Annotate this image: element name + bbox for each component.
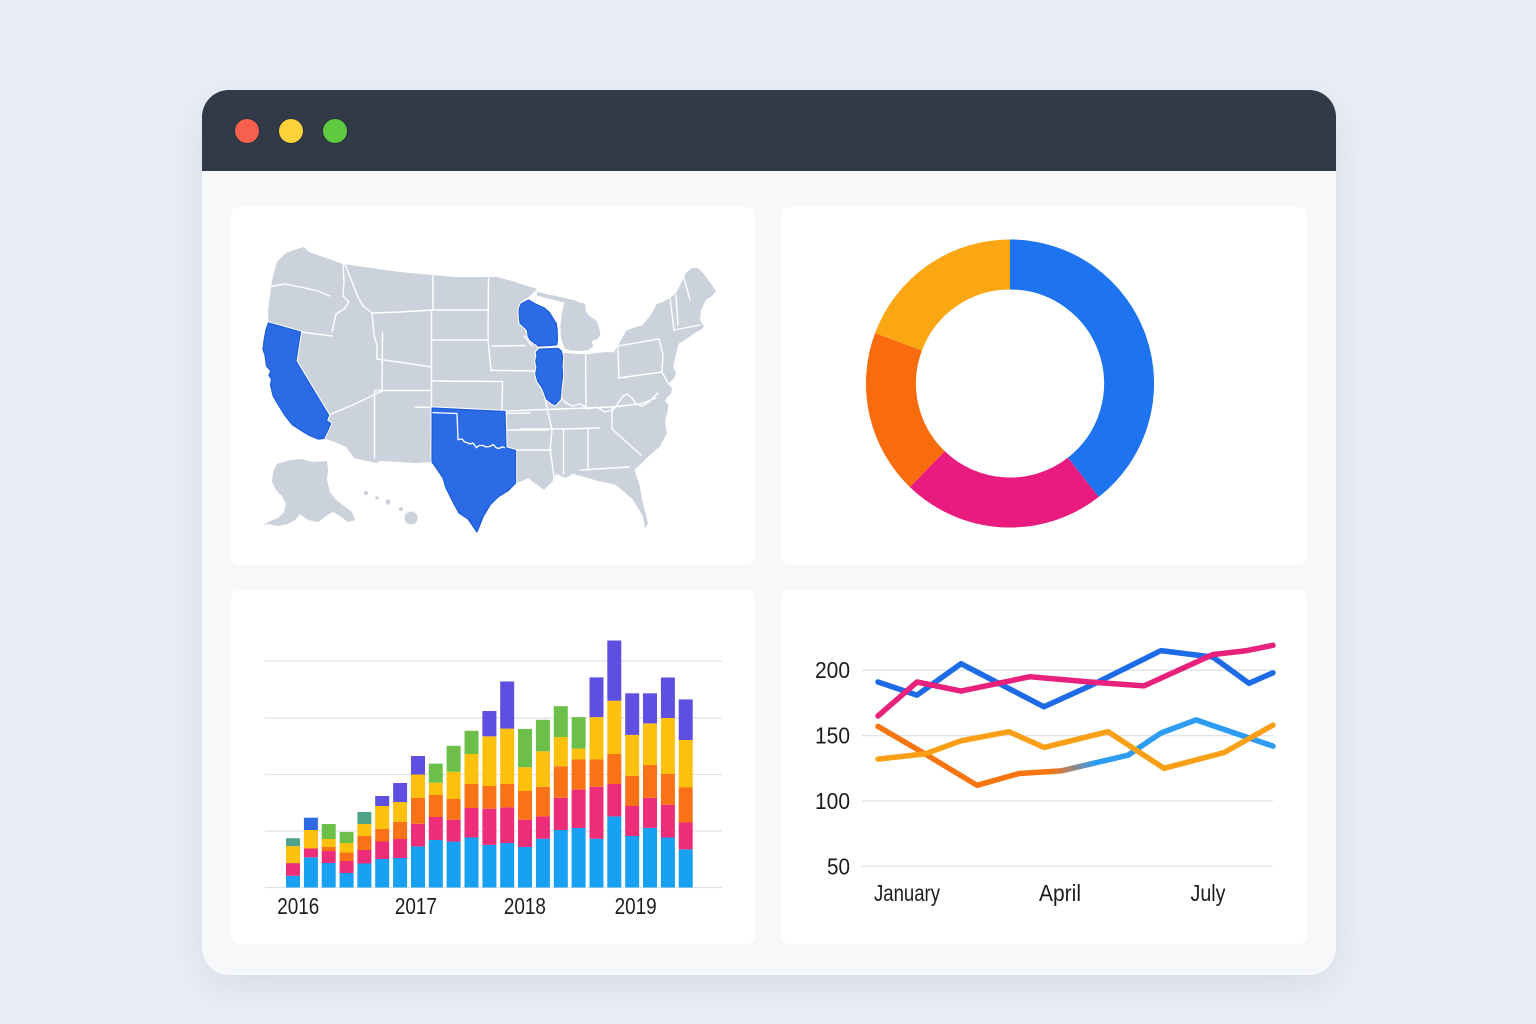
svg-text:50: 50 <box>827 853 850 879</box>
svg-text:January: January <box>874 880 940 906</box>
svg-text:2016: 2016 <box>277 893 319 919</box>
svg-text:100: 100 <box>815 788 850 814</box>
svg-text:2017: 2017 <box>395 893 437 919</box>
svg-text:2018: 2018 <box>504 893 546 919</box>
svg-text:2019: 2019 <box>615 893 657 919</box>
svg-text:150: 150 <box>815 723 850 749</box>
svg-text:July: July <box>1191 880 1226 906</box>
svg-text:200: 200 <box>815 657 850 683</box>
svg-text:April: April <box>1039 880 1081 906</box>
